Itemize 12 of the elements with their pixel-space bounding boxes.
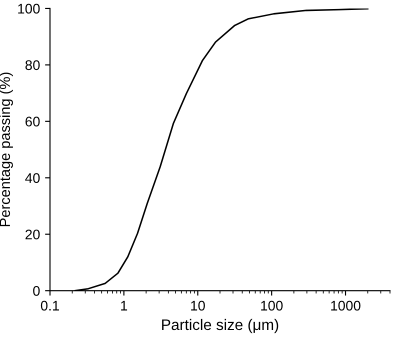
y-tick-label: 20 xyxy=(26,230,40,240)
x-tick-label: 1000 xyxy=(331,300,360,311)
y-tick-label: 80 xyxy=(25,60,40,70)
y-tick-label: 60 xyxy=(26,116,40,127)
x-tick-label: 10 xyxy=(191,300,205,311)
x-axis-title: Particle size (μm) xyxy=(162,318,278,334)
x-tick-label: 1 xyxy=(121,300,128,310)
x-tick-label: 100 xyxy=(261,300,283,311)
y-tick-label: 0 xyxy=(33,286,40,296)
y-tick-label: 40 xyxy=(25,173,40,183)
y-tick-label: 100 xyxy=(18,4,40,14)
x-tick-label: 0.1 xyxy=(40,300,59,311)
